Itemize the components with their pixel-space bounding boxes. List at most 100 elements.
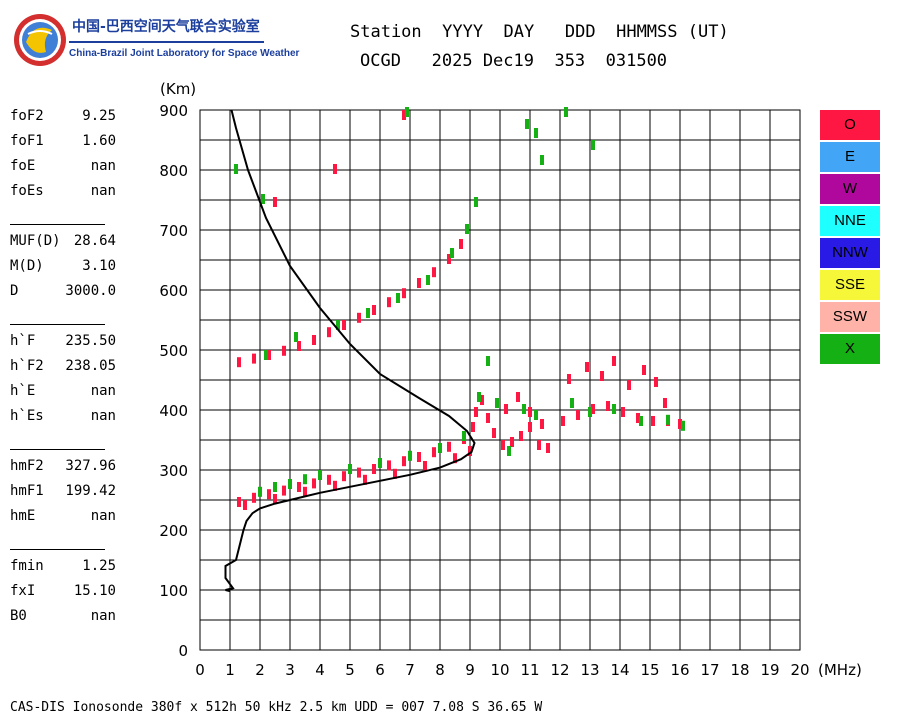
x-tick-label: 2: [255, 661, 265, 679]
parameter-row: hmF2 327.96: [10, 458, 120, 483]
parameter-value: 1.25: [82, 558, 116, 574]
x-tick-label: 0: [195, 661, 205, 679]
echo-point-o: [267, 350, 271, 360]
echo-point-o: [297, 341, 301, 351]
x-tick-label: 4: [315, 661, 325, 679]
lab-chinese-name: 中国-巴西空间天气联合实验室: [72, 19, 260, 35]
parameter-value: 1.60: [82, 133, 116, 149]
parameter-name: foF1: [10, 133, 44, 149]
parameter-name: hmF1: [10, 483, 44, 499]
lab-logo: 中国-巴西空间天气联合实验室 China-Brazil Joint Labora…: [12, 12, 299, 68]
echo-point-o: [519, 431, 523, 441]
parameter-value: 9.25: [82, 108, 116, 124]
echo-point-o: [528, 422, 532, 432]
echo-point-o: [312, 478, 316, 489]
parameter-row: hmF1 199.42: [10, 483, 120, 508]
y-tick-label: 700: [159, 222, 188, 240]
echo-point-o: [417, 452, 421, 462]
parameter-row: foF2 9.25: [10, 108, 120, 133]
echo-point-o: [363, 474, 367, 485]
parameter-row: h`Es nan: [10, 408, 120, 433]
x-tick-label: 1: [225, 661, 235, 679]
echo-point-o: [651, 416, 655, 426]
echo-point-o: [576, 410, 580, 420]
ionosphere-globe-logo-icon: [14, 14, 66, 66]
echo-point-x: [450, 248, 454, 258]
echo-point-x: [348, 464, 352, 474]
echo-point-x: [525, 119, 529, 129]
echo-point-x: [303, 474, 307, 485]
echo-point-o: [459, 239, 463, 249]
echo-point-o: [447, 254, 451, 264]
parameter-value: 3.10: [82, 258, 116, 274]
y-tick-label: 900: [159, 102, 188, 120]
echo-point-o: [243, 500, 247, 510]
legend-item-nnw: NNW: [820, 238, 880, 268]
parameter-name: B0: [10, 608, 27, 624]
parameter-name: h`Es: [10, 408, 44, 424]
echo-point-o: [402, 110, 406, 120]
parameter-row: foF1 1.60: [10, 133, 120, 158]
echo-point-o: [654, 377, 658, 387]
echo-point-o: [267, 489, 271, 500]
echo-point-o: [663, 398, 667, 408]
echo-point-o: [402, 456, 406, 467]
y-tick-label: 0: [178, 642, 188, 660]
echo-point-x: [486, 356, 490, 366]
echo-point-o: [600, 371, 604, 381]
echo-point-o: [678, 419, 682, 429]
echo-point-o: [567, 374, 571, 384]
echo-point-o: [492, 428, 496, 438]
echo-point-o: [237, 497, 241, 507]
parameter-name: M(D): [10, 258, 44, 274]
echo-point-o: [510, 437, 514, 447]
x-tick-label: 13: [580, 661, 599, 679]
y-tick-label: 800: [159, 162, 188, 180]
echo-point-x: [507, 446, 511, 456]
echo-point-o: [474, 407, 478, 417]
echo-point-x: [681, 420, 685, 431]
echo-point-o: [453, 453, 457, 464]
parameter-value: nan: [90, 383, 116, 399]
echo-point-x: [534, 410, 538, 420]
x-tick-label: 9: [465, 661, 475, 679]
echo-point-o: [312, 335, 316, 345]
parameter-name: fmin: [10, 558, 44, 574]
header-columns: Station YYYY DAY DDD HHMMSS (UT): [350, 22, 729, 42]
legend-item-w: W: [820, 174, 880, 204]
echo-point-x: [522, 404, 526, 414]
echo-point-o: [546, 443, 550, 453]
echo-point-o: [327, 327, 331, 338]
parameter-row: foE nan: [10, 158, 120, 183]
echo-point-o: [468, 446, 472, 456]
legend-item-o: O: [820, 110, 880, 140]
parameter-value: nan: [90, 408, 116, 424]
parameter-row: foEs nan: [10, 183, 120, 208]
y-tick-label: 400: [159, 402, 188, 420]
parameter-divider: [10, 433, 120, 458]
echo-point-o: [297, 482, 301, 492]
legend-item-x: X: [820, 334, 880, 364]
echo-point-o: [357, 312, 361, 323]
echo-point-o: [237, 357, 241, 368]
echo-point-x: [261, 194, 265, 204]
logo-divider: [69, 41, 264, 43]
x-tick-label: 15: [640, 661, 659, 679]
echo-point-x: [396, 293, 400, 303]
x-tick-label: 8: [435, 661, 445, 679]
y-axis-unit: (Km): [160, 80, 196, 98]
echo-point-o: [516, 392, 520, 402]
echo-point-x: [639, 416, 643, 426]
echo-point-x: [273, 482, 277, 492]
y-tick-label: 300: [159, 462, 188, 480]
electron-density-profile: [224, 109, 476, 593]
parameter-name: fxI: [10, 583, 36, 599]
echo-point-o: [606, 401, 610, 411]
echo-point-o: [357, 467, 361, 478]
echo-point-o: [480, 395, 484, 405]
echo-point-o: [273, 494, 277, 504]
parameter-value: 199.42: [65, 483, 116, 499]
echo-point-o: [252, 353, 256, 364]
echo-point-x: [336, 320, 340, 330]
echo-point-x: [294, 332, 298, 342]
